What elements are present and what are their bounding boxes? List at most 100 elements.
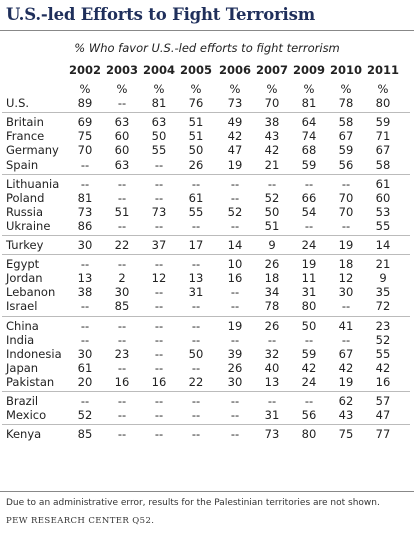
cell-value: 50 xyxy=(264,204,280,219)
cell-value: 56 xyxy=(301,408,317,423)
cell-value: -- xyxy=(117,176,127,191)
cell-value: 55 xyxy=(375,218,391,233)
table-row: Turkey 30 22 37 17 14 9 24 19 14 xyxy=(0,238,414,252)
cell-value: -- xyxy=(154,190,164,205)
cell-value: -- xyxy=(80,394,90,408)
country-name: Lithuania xyxy=(6,176,60,191)
cell-value: 41 xyxy=(338,318,354,333)
cell-value: -- xyxy=(191,360,201,375)
country-name: Indonesia xyxy=(6,346,62,361)
cell-value: 26 xyxy=(227,360,243,375)
cell-value: -- xyxy=(117,190,127,205)
cell-value: 61 xyxy=(188,190,204,205)
country-name: Spain xyxy=(6,157,39,172)
cell-value: 51 xyxy=(188,115,204,130)
year-header-row: 2002 2003 2004 2005 2006 2007 2009 2010 2011 xyxy=(0,63,414,79)
cell-value: -- xyxy=(230,332,240,347)
cell-value: 23 xyxy=(114,346,130,361)
cell-value: -- xyxy=(154,394,164,408)
cell-value: 38 xyxy=(264,115,280,130)
cell-value: 14 xyxy=(227,238,243,252)
cell-value: 22 xyxy=(114,238,130,252)
cell-value: 63 xyxy=(114,115,130,130)
cell-value: 80 xyxy=(301,427,317,442)
cell-value: 24 xyxy=(301,238,317,252)
cell-value: 57 xyxy=(375,394,391,408)
cell-value: 42 xyxy=(338,360,354,375)
table-row: Poland 81 -- -- 61 -- 52 66 70 60 xyxy=(0,191,414,205)
cell-value: 30 xyxy=(338,285,354,300)
cell-value: 67 xyxy=(338,346,354,361)
year-header: 2010 xyxy=(329,63,362,77)
cell-value: -- xyxy=(191,427,201,442)
country-name: Lebanon xyxy=(6,285,56,300)
year-header: 2007 xyxy=(255,63,288,77)
cell-value: -- xyxy=(304,332,314,347)
cell-value: -- xyxy=(191,299,201,314)
table-row: Germany 70 60 55 50 47 42 68 59 67 xyxy=(0,143,414,157)
cell-value: 13 xyxy=(264,374,280,389)
cell-value: 50 xyxy=(301,318,317,333)
cell-value: % xyxy=(116,82,128,96)
cell-value: 52 xyxy=(77,408,93,423)
group-divider xyxy=(2,391,410,392)
cell-value: % xyxy=(229,82,241,96)
cell-value: 35 xyxy=(375,285,391,300)
cell-value: 59 xyxy=(375,115,391,130)
cell-value: -- xyxy=(80,318,90,333)
table-row: Japan 61 -- -- -- 26 40 42 42 42 xyxy=(0,361,414,375)
cell-value: -- xyxy=(154,299,164,314)
cell-value: % xyxy=(79,82,91,96)
year-header: 2009 xyxy=(292,63,325,77)
group-divider xyxy=(2,173,410,175)
source-note: PEW RESEARCH CENTER Q52. xyxy=(6,516,155,526)
cell-value: 39 xyxy=(227,346,243,361)
country-name: Mexico xyxy=(6,408,47,423)
table-row: Russia 73 51 73 55 52 50 54 70 53 xyxy=(0,205,414,219)
cell-value: 12 xyxy=(151,271,167,286)
cell-value: 60 xyxy=(114,129,130,144)
cell-value: 64 xyxy=(301,115,317,130)
table-row: Lebanon 38 30 -- 31 -- 34 31 30 35 xyxy=(0,285,414,299)
cell-value: 70 xyxy=(77,143,93,158)
cell-value: -- xyxy=(230,190,240,205)
cell-value: 86 xyxy=(77,218,93,233)
cell-value: 12 xyxy=(338,271,354,286)
cell-value: 55 xyxy=(375,346,391,361)
cell-value: 49 xyxy=(227,115,243,130)
cell-value: -- xyxy=(80,299,90,314)
table-row: Jordan 13 2 12 13 16 18 11 12 9 xyxy=(0,271,414,285)
cell-value: -- xyxy=(304,176,314,191)
cell-value: -- xyxy=(191,408,201,423)
cell-value: 63 xyxy=(114,157,130,172)
year-header: 2002 xyxy=(68,63,101,77)
cell-value: 13 xyxy=(77,271,93,286)
country-name: Turkey xyxy=(6,238,44,252)
cell-value: -- xyxy=(191,394,201,408)
cell-value: % xyxy=(340,82,352,96)
cell-value: 30 xyxy=(77,346,93,361)
group-divider xyxy=(2,112,410,114)
cell-value: 18 xyxy=(264,271,280,286)
country-name: Jordan xyxy=(6,271,43,286)
cell-value: % xyxy=(377,82,389,96)
cell-value: 31 xyxy=(264,408,280,423)
cell-value: 19 xyxy=(338,238,354,252)
cell-value: -- xyxy=(80,332,90,347)
cell-value: 47 xyxy=(227,143,243,158)
cell-value: 68 xyxy=(301,143,317,158)
cell-value: -- xyxy=(154,257,164,272)
cell-value: 19 xyxy=(227,318,243,333)
table-row: India -- -- -- -- -- -- -- -- 52 xyxy=(0,333,414,347)
cell-value: 62 xyxy=(338,394,354,408)
cell-value: 51 xyxy=(114,204,130,219)
cell-value: 67 xyxy=(338,129,354,144)
cell-value: 11 xyxy=(301,271,317,286)
cell-value: -- xyxy=(117,218,127,233)
table-row: France 75 60 50 51 42 43 74 67 71 xyxy=(0,129,414,143)
cell-value: -- xyxy=(117,360,127,375)
table-row: Brazil -- -- -- -- -- -- -- 62 57 xyxy=(0,394,414,408)
cell-value: 70 xyxy=(338,190,354,205)
cell-value: 73 xyxy=(227,96,243,111)
country-name: Britain xyxy=(6,115,44,130)
